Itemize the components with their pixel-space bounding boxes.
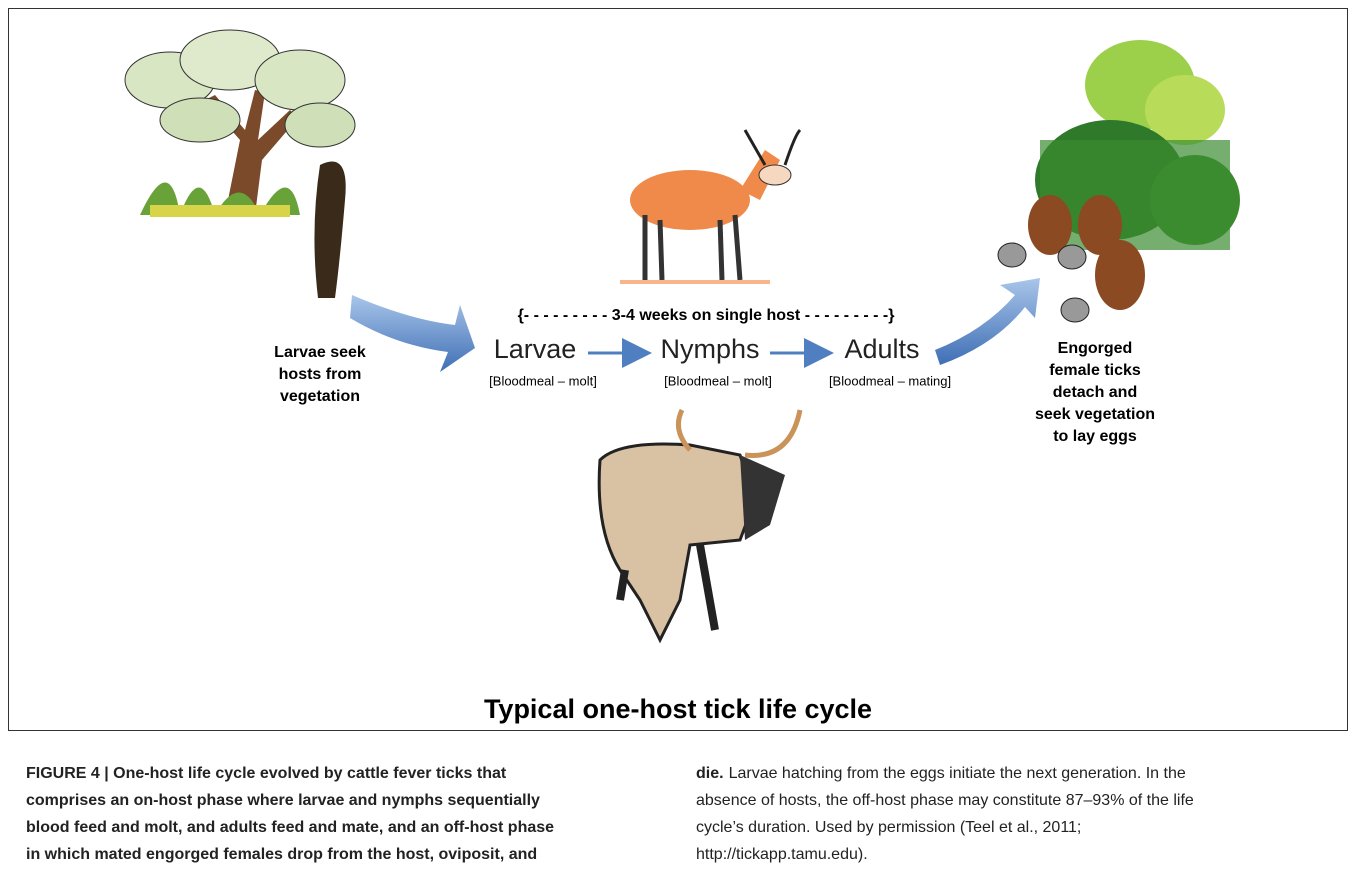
- caption-line: blood feed and molt, and adults feed and…: [26, 819, 555, 836]
- right-label: Engorged: [1058, 340, 1133, 357]
- stage-name: Adults: [844, 334, 919, 364]
- arrow-off-host: [935, 278, 1040, 365]
- caption-line: die. Larvae hatching from the eggs initia…: [696, 760, 1194, 787]
- caption-lead: die.: [696, 765, 724, 782]
- figure: {- - - - - - - - - 3-4 weeks on single h…: [8, 8, 1348, 731]
- right-label: to lay eggs: [1053, 428, 1137, 445]
- figure-frame: [8, 8, 1348, 731]
- stage-note: [Bloodmeal – mating]: [829, 373, 951, 388]
- caption-line: FIGURE 4 | One-host life cycle evolved b…: [26, 765, 507, 782]
- stage-note: [Bloodmeal – molt]: [664, 373, 772, 388]
- stage-name: Larvae: [494, 334, 577, 364]
- right-label: detach and: [1053, 384, 1137, 401]
- stage-name: Nymphs: [660, 334, 759, 364]
- right-label: seek vegetation: [1035, 406, 1155, 423]
- figure-title: Typical one-host tick life cycle: [484, 694, 872, 724]
- left-label: Larvae seek: [274, 344, 366, 361]
- tree-illustration: [124, 29, 356, 298]
- caption-line: comprises an on-host phase where larvae …: [26, 792, 540, 809]
- left-label: hosts from: [279, 366, 362, 383]
- deer-illustration: [620, 128, 802, 284]
- caption-text: Larvae hatching from the eggs initiate t…: [728, 765, 1186, 782]
- caption-line: absence of hosts, the off-host phase may…: [696, 792, 1194, 809]
- caption-line: http://tickapp.tamu.edu).: [696, 846, 868, 863]
- caption-right: die. Larvae hatching from the eggs initia…: [696, 760, 1194, 868]
- caption-line: in which mated engorged females drop fro…: [26, 846, 538, 863]
- vegetation-illustration: [997, 40, 1240, 323]
- caption-line: cycle’s duration. Used by permission (Te…: [696, 819, 1082, 836]
- stage-note: [Bloodmeal – molt]: [489, 373, 597, 388]
- on-host-span: {- - - - - - - - - 3-4 weeks on single h…: [518, 307, 895, 324]
- cow-illustration: [597, 408, 803, 644]
- caption-left: FIGURE 4 | One-host life cycle evolved b…: [26, 760, 554, 868]
- arrow-to-host: [350, 295, 475, 372]
- right-label: female ticks: [1049, 362, 1141, 379]
- left-label: vegetation: [280, 388, 360, 405]
